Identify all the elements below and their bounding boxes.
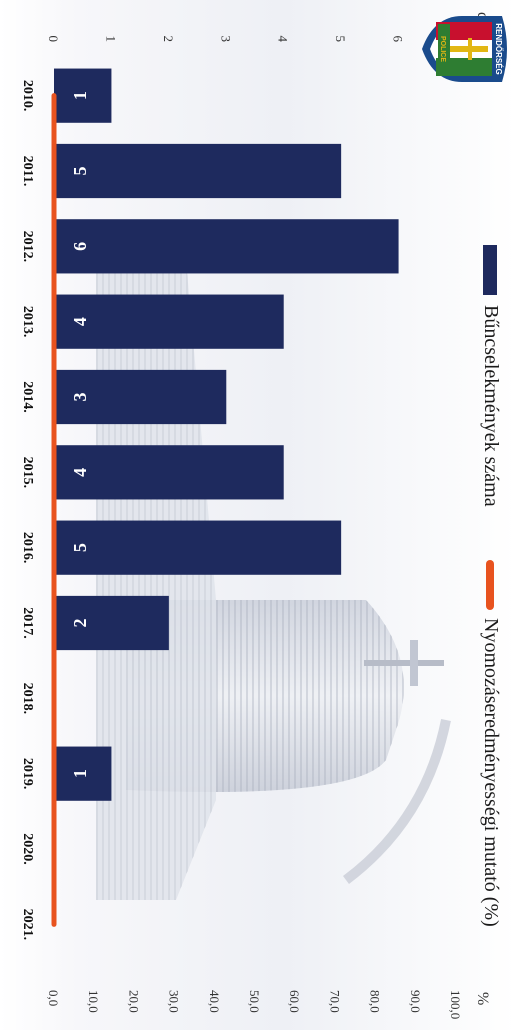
- y-right-tick-label: 90,0: [408, 990, 423, 1013]
- building-antenna: [410, 640, 418, 686]
- x-tick-label: 2011.: [20, 156, 35, 187]
- bar: [53, 746, 112, 801]
- building-arc: [342, 719, 451, 884]
- legend-item-bars: Bűncselekmények száma: [478, 245, 502, 507]
- plot-area: 01234567db0,010,020,030,040,050,060,070,…: [20, 12, 491, 1019]
- y-right-unit: %: [474, 992, 491, 1005]
- y-right-tick-label: 70,0: [327, 990, 342, 1013]
- legend-item-line: Nyomozáseredményességi mutató (%): [478, 560, 502, 927]
- x-tick-label: 2014.: [20, 381, 35, 413]
- bar: [54, 520, 342, 575]
- x-tick-label: 2016.: [20, 532, 35, 564]
- police-logo-shield: RENDŐRSÉG POLICE: [422, 16, 507, 82]
- bar: [53, 219, 399, 274]
- y-right-tick-label: 10,0: [86, 990, 101, 1013]
- x-tick-label: 2017.: [20, 607, 35, 639]
- police-logo: RENDŐRSÉG POLICE: [420, 10, 512, 88]
- bar-value-label: 1: [70, 769, 90, 778]
- y-left-tick-label: 6: [391, 36, 406, 43]
- x-tick-label: 2020.: [20, 833, 35, 865]
- logo-sword: [438, 46, 488, 52]
- legend-label-bars: Bűncselekmények száma: [480, 305, 502, 507]
- x-tick-label: 2015.: [20, 457, 35, 489]
- legend-swatch-bar: [483, 245, 498, 295]
- y-left-tick-label: 2: [161, 36, 176, 43]
- y-right-tick-label: 40,0: [207, 990, 222, 1013]
- bar-value-label: 5: [70, 543, 90, 552]
- x-tick-label: 2010.: [20, 80, 35, 112]
- bar-value-label: 3: [70, 393, 90, 402]
- logo-text-top: RENDŐRSÉG: [494, 23, 503, 75]
- y-left-tick-label: 0: [46, 36, 61, 43]
- bar-value-label: 4: [70, 468, 90, 477]
- x-tick-label: 2021.: [20, 909, 35, 941]
- bar-value-label: 2: [70, 619, 90, 628]
- bar-value-label: 4: [70, 317, 90, 326]
- bar: [54, 294, 284, 349]
- bar-value-label: 1: [70, 91, 90, 100]
- y-right-tick-label: 100,0: [448, 990, 463, 1019]
- bar: [54, 143, 342, 199]
- y-right-tick-label: 20,0: [126, 990, 141, 1013]
- y-right-tick-label: 50,0: [247, 990, 262, 1013]
- bar-value-label: 6: [70, 242, 90, 251]
- y-right-tick-label: 0,0: [46, 990, 61, 1006]
- y-left-tick-label: 5: [333, 36, 348, 43]
- y-right-tick-label: 30,0: [167, 990, 182, 1013]
- legend-swatch-line: [486, 560, 495, 610]
- logo-ribbon: [438, 24, 450, 74]
- y-left-tick-label: 4: [276, 36, 291, 43]
- bar: [53, 68, 112, 123]
- logo-text-bottom: POLICE: [439, 36, 446, 62]
- x-tick-label: 2013.: [20, 306, 35, 338]
- x-tick-label: 2018.: [20, 683, 35, 715]
- y-right-tick-label: 60,0: [287, 990, 302, 1013]
- bar: [54, 445, 284, 500]
- legend-label-line: Nyomozáseredményességi mutató (%): [480, 618, 502, 927]
- bar: [53, 369, 227, 425]
- x-tick-label: 2019.: [20, 758, 35, 790]
- y-left-tick-label: 1: [103, 36, 118, 43]
- logo-sword-guard: [468, 38, 472, 60]
- y-right-tick-label: 80,0: [368, 990, 383, 1013]
- building-mast: [364, 660, 444, 666]
- x-tick-label: 2012.: [20, 231, 35, 263]
- bar-value-label: 5: [70, 167, 90, 176]
- legend: Bűncselekmények száma Nyomozáseredményes…: [468, 215, 512, 927]
- y-left-tick-label: 3: [218, 36, 233, 43]
- bar: [54, 595, 169, 651]
